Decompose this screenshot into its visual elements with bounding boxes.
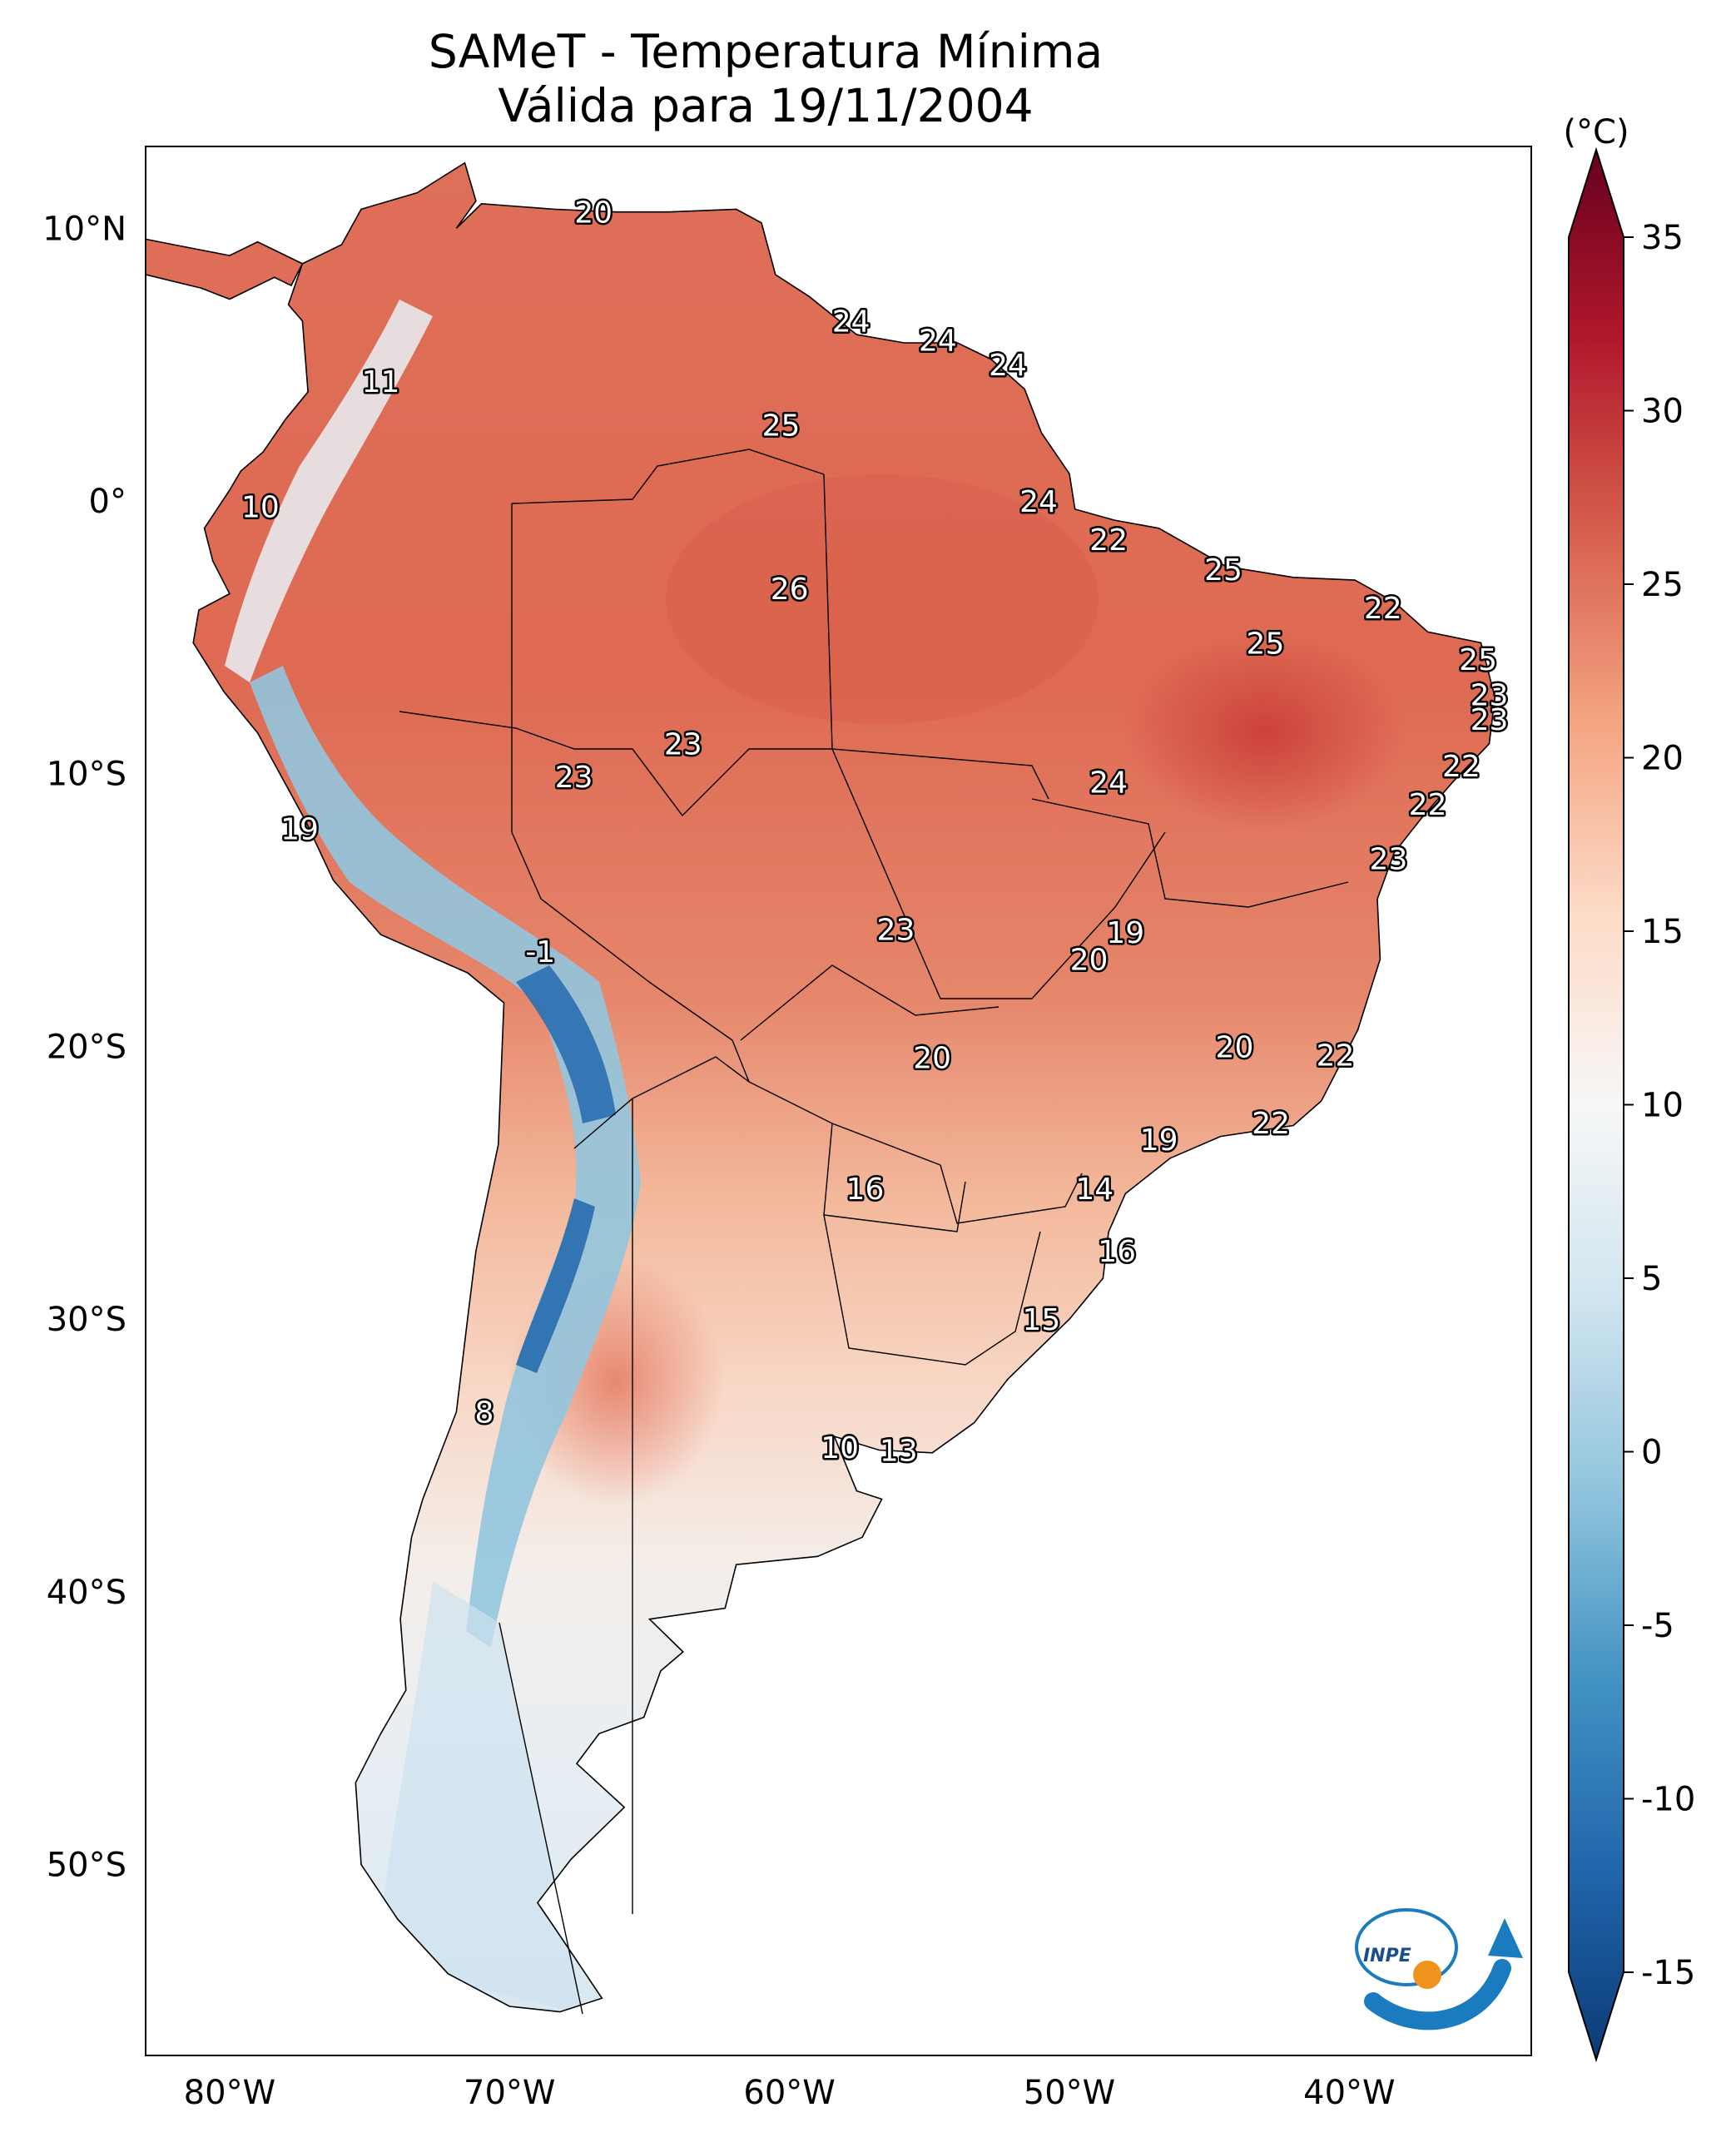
- temperature-label: 15: [1022, 1303, 1060, 1337]
- temperature-label: 16: [1098, 1235, 1136, 1269]
- colorbar-tick-label: 20: [1641, 740, 1684, 778]
- temperature-label: 13: [880, 1434, 918, 1468]
- temperature-label: 24: [1019, 485, 1058, 519]
- temperature-label: 23: [877, 914, 915, 948]
- temperature-label: 23: [1370, 842, 1408, 876]
- colorbar-tick-label: 35: [1641, 219, 1684, 257]
- temperature-label: 23: [664, 728, 702, 762]
- temperature-label: 22: [1409, 788, 1447, 822]
- colorbar-tick-label: 5: [1641, 1260, 1662, 1298]
- temperature-label: 22: [1442, 750, 1481, 784]
- temperature-label: 19: [280, 812, 319, 846]
- colorbar-tick-label: 25: [1641, 566, 1684, 604]
- temperature-label: 14: [1075, 1173, 1114, 1207]
- latitude-label: 40°S: [47, 1574, 126, 1612]
- temperature-label: 19: [1140, 1123, 1178, 1158]
- temperature-label: 25: [1247, 627, 1285, 661]
- logo-sun: [1413, 1961, 1441, 1989]
- colorbar-body: [1568, 146, 1624, 2063]
- temperature-label: 23: [1471, 703, 1509, 737]
- patagonia-cool: [374, 1581, 583, 2012]
- logo-text: INPE: [1363, 1946, 1411, 1966]
- altiplano-cold-core: [516, 965, 616, 1123]
- temperature-label: 10: [821, 1431, 859, 1465]
- temperature-label: 22: [1364, 592, 1402, 626]
- andes-cold-band: [225, 300, 433, 682]
- temperature-label: 22: [1317, 1039, 1355, 1073]
- map-title: SAMeT - Temperatura Mínima: [428, 25, 1104, 78]
- temperature-label: 22: [1252, 1107, 1290, 1141]
- colorbar-tick-label: 0: [1641, 1434, 1662, 1472]
- colorbar-ticks: 35 30 25 20 15 10 5 0 -5 -10 -15: [1624, 219, 1695, 1992]
- temperature-label: 23: [1471, 679, 1509, 713]
- temperature-label: 10: [241, 491, 280, 525]
- temperature-label: 25: [1459, 643, 1497, 677]
- longitude-label: 40°W: [1303, 2074, 1395, 2112]
- latitude-label: 0°: [89, 483, 126, 521]
- colorbar-tick-label: -15: [1641, 1954, 1695, 1992]
- temperature-label: 16: [846, 1173, 885, 1207]
- longitude-labels: 80°W 70°W 60°W 50°W 40°W: [184, 2074, 1396, 2112]
- colorbar-tick-label: 30: [1641, 393, 1684, 431]
- colorbar-tick-label: -10: [1641, 1781, 1695, 1819]
- temperature-label: 26: [771, 573, 809, 607]
- temperature-label: 20: [1216, 1030, 1254, 1064]
- temperature-label: 19: [1106, 916, 1144, 950]
- temperature-label: 11: [362, 365, 400, 399]
- temperature-label: 8: [475, 1396, 494, 1431]
- temperature-label: 20: [1070, 944, 1109, 978]
- temperature-label: 23: [555, 761, 593, 795]
- longitude-label: 60°W: [743, 2074, 835, 2112]
- temperature-label: 20: [913, 1042, 951, 1076]
- andes-cold-core-south: [516, 1198, 595, 1373]
- latitude-label: 10°N: [42, 210, 126, 248]
- longitude-label: 50°W: [1024, 2074, 1115, 2112]
- inpe-logo: INPE: [1355, 1908, 1523, 2031]
- temperature-label: 25: [762, 409, 801, 443]
- colorbar-tick-label: 15: [1641, 913, 1684, 951]
- colorbar-unit: (°C): [1563, 113, 1629, 151]
- colorbar-tick-label: 10: [1641, 1087, 1684, 1125]
- map-subtitle: Válida para 19/11/2004: [498, 79, 1034, 132]
- temperature-label: 20: [574, 196, 613, 231]
- colorbar-tick-label: -5: [1641, 1607, 1674, 1645]
- continent: [146, 162, 1495, 2012]
- latitude-label: 10°S: [47, 756, 126, 794]
- temperature-label: -1: [525, 935, 555, 969]
- longitude-label: 80°W: [184, 2074, 275, 2112]
- latitude-label: 20°S: [47, 1028, 126, 1066]
- colorbar: (°C) 35 30 25 20 15 10 5 0 -5 -10 -15: [1563, 113, 1695, 2063]
- longitude-label: 70°W: [464, 2074, 555, 2112]
- country-borders: [399, 449, 1349, 2015]
- temperature-label: 24: [1089, 766, 1128, 801]
- temperature-label: 22: [1089, 523, 1128, 558]
- latitude-label: 50°S: [47, 1847, 126, 1885]
- latitude-labels: 10°N 0° 10°S 20°S 30°S 40°S 50°S: [42, 210, 126, 1884]
- temperature-label: 25: [1204, 553, 1242, 588]
- temperature-label: 24: [919, 325, 957, 359]
- temperature-label: 24: [832, 305, 870, 340]
- temperature-label: 24: [989, 349, 1027, 383]
- latitude-label: 30°S: [47, 1301, 126, 1339]
- coastline: [145, 161, 1496, 2013]
- logo-arc: [1364, 1959, 1511, 2031]
- logo-arrow-head: [1488, 1918, 1523, 1958]
- andes-cold-band-central: [250, 666, 641, 1648]
